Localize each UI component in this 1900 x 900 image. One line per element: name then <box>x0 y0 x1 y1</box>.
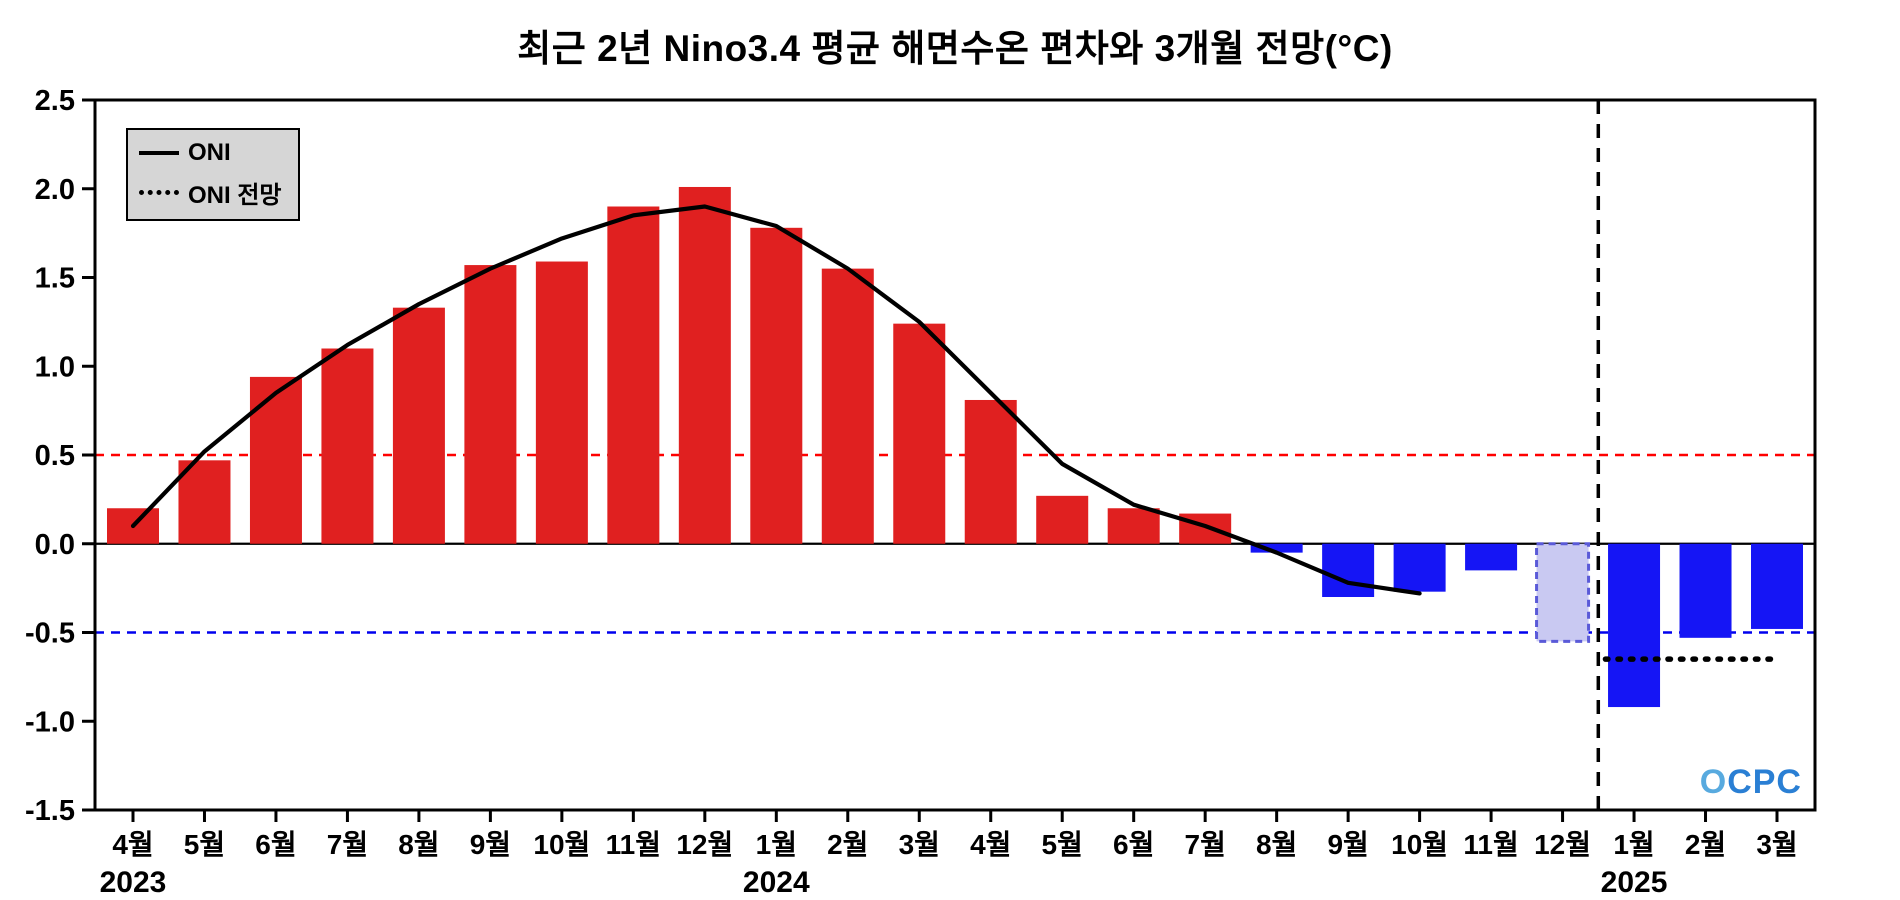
y-tick-label: 2.0 <box>35 174 75 206</box>
bar-8-12월 <box>678 186 731 544</box>
x-tick-label-12: 4월 <box>970 829 1011 860</box>
bar-3-7월 <box>321 348 374 544</box>
year-label-2024: 2024 <box>743 866 810 899</box>
x-tick-label-15: 7월 <box>1185 829 1226 860</box>
y-tick-label: 0.5 <box>35 440 75 472</box>
bar-4-8월 <box>392 307 445 544</box>
bar-15-7월 <box>1179 513 1232 544</box>
x-tick-label-16: 8월 <box>1256 829 1297 860</box>
y-tick-label: 2.5 <box>35 85 75 117</box>
bar-20-12월 <box>1535 542 1591 643</box>
bar-2-6월 <box>249 376 302 544</box>
x-tick-label-9: 1월 <box>756 829 797 860</box>
bar-6-10월 <box>535 261 588 544</box>
ocpc-logo: OCPC <box>1700 763 1802 802</box>
bar-22-2월 <box>1679 543 1732 638</box>
x-tick-label-2: 6월 <box>255 829 296 860</box>
legend-label-oni: ONI <box>188 139 231 166</box>
bar-18-10월 <box>1393 543 1446 592</box>
x-tick-label-5: 9월 <box>470 829 511 860</box>
bar-1-5월 <box>178 460 231 544</box>
year-label-2023: 2023 <box>100 866 167 899</box>
bar-19-11월 <box>1465 543 1518 571</box>
legend-label-oni-forecast: ONI 전망 <box>188 182 282 209</box>
chart-title: 최근 2년 Nino3.4 평균 해면수온 편차와 3개월 전망(°C) <box>517 28 1393 69</box>
bar-23-3월 <box>1751 543 1803 629</box>
bar-13-5월 <box>1036 495 1089 544</box>
x-tick-label-14: 6월 <box>1113 829 1154 860</box>
bar-5-9월 <box>464 265 517 544</box>
ocpc-logo-mark: O <box>1699 763 1728 801</box>
x-tick-label-23: 3월 <box>1756 829 1797 860</box>
oni-line <box>130 204 1422 596</box>
bar-10-2월 <box>821 268 874 544</box>
x-tick-label-0: 4월 <box>112 829 153 860</box>
x-tick-label-7: 11월 <box>606 829 661 860</box>
oni-solid-line-icon <box>139 151 179 155</box>
oni-forecast-dotted-line-icon <box>139 190 179 195</box>
x-tick-label-8: 12월 <box>676 829 733 860</box>
bar-21-1월 <box>1608 543 1661 708</box>
x-tick-label-6: 10월 <box>533 829 590 860</box>
y-tick-label: -0.5 <box>25 618 75 650</box>
y-tick-label: -1.5 <box>25 795 75 827</box>
bar-11-3월 <box>893 323 946 544</box>
year-label-2025: 2025 <box>1601 866 1668 899</box>
x-tick-label-11: 3월 <box>899 829 940 860</box>
bar-9-1월 <box>750 227 803 544</box>
x-tick-label-17: 9월 <box>1327 829 1368 860</box>
legend: ONI ONI 전망 <box>126 128 300 221</box>
x-tick-label-4: 8월 <box>398 829 439 860</box>
legend-item-oni-forecast: ONI 전망 <box>139 175 282 210</box>
y-tick-label: -1.0 <box>25 706 75 738</box>
x-tick-label-10: 2월 <box>827 829 868 860</box>
bar-7-11월 <box>607 206 660 544</box>
bar-16-8월 <box>1250 543 1303 553</box>
y-tick-label: 0.0 <box>35 529 75 561</box>
x-tick-label-22: 2월 <box>1685 829 1726 860</box>
x-tick-label-19: 11월 <box>1463 829 1518 860</box>
x-tick-label-21: 1월 <box>1613 829 1654 860</box>
bar-17-9월 <box>1322 543 1375 597</box>
bar-14-6월 <box>1107 508 1160 544</box>
x-tick-label-3: 7월 <box>327 829 368 860</box>
x-tick-label-18: 10월 <box>1391 829 1448 860</box>
y-tick-label: 1.5 <box>35 263 75 295</box>
legend-item-oni: ONI <box>139 139 282 167</box>
bar-12-4월 <box>964 399 1017 544</box>
ocpc-logo-text: CPC <box>1727 763 1802 801</box>
x-tick-label-20: 12월 <box>1534 829 1591 860</box>
x-tick-label-1: 5월 <box>184 829 225 860</box>
y-tick-label: 1.0 <box>35 351 75 383</box>
x-tick-label-13: 5월 <box>1042 829 1083 860</box>
